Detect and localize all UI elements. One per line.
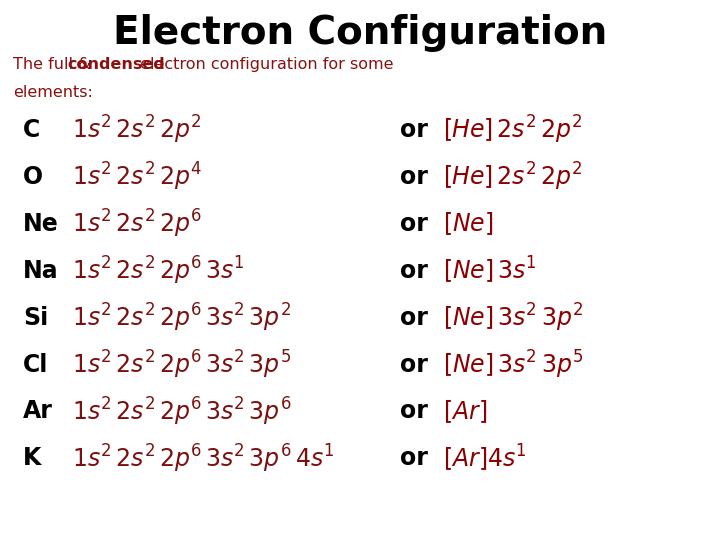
Text: $1s^2\, 2s^2\, 2p^6\, 3s^2\, 3p^2$: $1s^2\, 2s^2\, 2p^6\, 3s^2\, 3p^2$ <box>72 301 291 334</box>
Text: $1s^2\, 2s^2\, 2p^6\, 3s^1$: $1s^2\, 2s^2\, 2p^6\, 3s^1$ <box>72 254 245 287</box>
Text: Ne: Ne <box>23 212 59 235</box>
Text: $[Ne]$: $[Ne]$ <box>443 210 493 237</box>
Text: C: C <box>23 118 40 141</box>
Text: $1s^2\, 2s^2\, 2p^2$: $1s^2\, 2s^2\, 2p^2$ <box>72 113 201 146</box>
Text: or: or <box>400 259 428 282</box>
Text: or: or <box>400 118 428 141</box>
Text: $1s^2\, 2s^2\, 2p^6$: $1s^2\, 2s^2\, 2p^6$ <box>72 207 202 240</box>
Text: electron configuration for some: electron configuration for some <box>135 57 393 72</box>
Text: Cl: Cl <box>23 353 48 376</box>
Text: K: K <box>23 447 42 470</box>
Text: $[Ar]4s^1$: $[Ar]4s^1$ <box>443 443 526 474</box>
Text: The full &: The full & <box>13 57 96 72</box>
Text: Ar: Ar <box>23 400 53 423</box>
Text: $1s^2\, 2s^2\, 2p^6\, 3s^2\, 3p^5$: $1s^2\, 2s^2\, 2p^6\, 3s^2\, 3p^5$ <box>72 348 291 381</box>
Text: elements:: elements: <box>13 85 93 100</box>
Text: or: or <box>400 400 428 423</box>
Text: or: or <box>400 353 428 376</box>
Text: Na: Na <box>23 259 58 282</box>
Text: or: or <box>400 447 428 470</box>
Text: condensed: condensed <box>68 57 166 72</box>
Text: Si: Si <box>23 306 48 329</box>
Text: $[He]\, 2s^2\, 2p^2$: $[He]\, 2s^2\, 2p^2$ <box>443 160 582 193</box>
Text: $[He]\, 2s^2\, 2p^2$: $[He]\, 2s^2\, 2p^2$ <box>443 113 582 146</box>
Text: $[Ne]\, 3s^2\, 3p^2$: $[Ne]\, 3s^2\, 3p^2$ <box>443 301 583 334</box>
Text: O: O <box>23 165 43 188</box>
Text: or: or <box>400 165 428 188</box>
Text: $1s^2\, 2s^2\, 2p^6\, 3s^2\, 3p^6$: $1s^2\, 2s^2\, 2p^6\, 3s^2\, 3p^6$ <box>72 395 292 428</box>
Text: $[Ne]\, 3s^2\, 3p^5$: $[Ne]\, 3s^2\, 3p^5$ <box>443 348 583 381</box>
Text: $[Ar]$: $[Ar]$ <box>443 398 487 425</box>
Text: $1s^2\, 2s^2\, 2p^4$: $1s^2\, 2s^2\, 2p^4$ <box>72 160 202 193</box>
Text: or: or <box>400 212 428 235</box>
Text: $[Ne]\, 3s^1$: $[Ne]\, 3s^1$ <box>443 255 536 286</box>
Text: $1s^2\, 2s^2\, 2p^6\, 3s^2\, 3p^6\, 4s^1$: $1s^2\, 2s^2\, 2p^6\, 3s^2\, 3p^6\, 4s^1… <box>72 442 334 475</box>
Text: Electron Configuration: Electron Configuration <box>113 14 607 51</box>
Text: or: or <box>400 306 428 329</box>
